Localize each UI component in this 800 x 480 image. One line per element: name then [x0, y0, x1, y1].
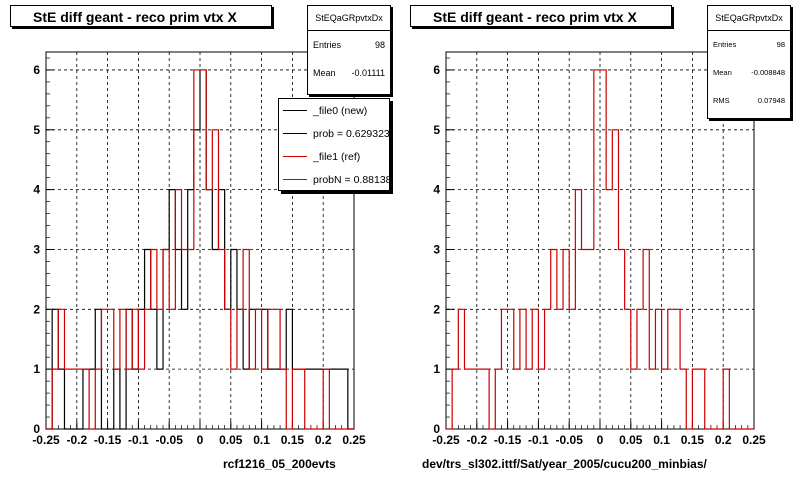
series-file1-ref — [446, 69, 754, 430]
y-tick-label: 5 — [33, 123, 40, 137]
stats-label: RMS — [713, 96, 730, 105]
x-tick-label: -0.25 — [32, 433, 60, 447]
legend-text: prob = 0.629323 — [313, 127, 390, 140]
legend-text: _file1 (ref) — [313, 150, 361, 163]
x-tick-label: 0 — [597, 433, 604, 447]
y-tick-label: 1 — [33, 362, 40, 376]
x-tick-label: -0.25 — [432, 433, 460, 447]
legend-entry: _file1 (ref) — [279, 145, 389, 168]
y-tick-label: 2 — [433, 302, 440, 316]
x-tick-label: 0 — [197, 433, 204, 447]
stats-value: -0.008848 — [751, 68, 785, 77]
y-tick-label: 4 — [33, 183, 40, 197]
left-legend: _file0 (new) prob = 0.629323 _file1 (ref… — [278, 98, 390, 191]
y-tick-label: 4 — [433, 183, 440, 197]
y-tick-label: 3 — [33, 242, 40, 256]
right-panel: StE diff geant - reco prim vtx X -0.25 -0… — [400, 0, 800, 480]
legend-line-red — [283, 179, 307, 180]
x-tick-label: 0.15 — [281, 433, 305, 447]
left-stats-box: StEQaGRpvtxDx Entries 98 Mean -0.01111 — [307, 5, 391, 95]
left-histogram: -0.25 -0.2 -0.15 -0.1 -0.05 0 0.05 0.1 0.15 0.2 0.… — [32, 51, 366, 447]
x-tick-label: 0.25 — [342, 433, 366, 447]
stats-value: -0.01111 — [351, 68, 385, 78]
stats-value: 98 — [776, 40, 785, 49]
y-tick-label: 2 — [33, 302, 40, 316]
x-tick-label: -0.15 — [494, 433, 522, 447]
legend-entry: prob = 0.629323 — [279, 122, 389, 145]
stats-row-entries: Entries 98 — [308, 31, 390, 59]
y-tick-label: 5 — [433, 123, 440, 137]
legend-entry: probN = 0.881384 — [279, 168, 390, 190]
x-tick-label: -0.05 — [156, 433, 184, 447]
left-footer: rcf1216_05_200evts — [223, 457, 336, 471]
y-tick-label: 0 — [433, 422, 440, 436]
right-histogram: -0.25 -0.2 -0.15 -0.1 -0.05 0 0.05 0.1 0.15 0.2 0.… — [432, 51, 766, 447]
legend-line-red — [283, 156, 307, 157]
stats-value: 0.07948 — [757, 96, 785, 105]
series-file1-ref — [46, 69, 354, 430]
stats-label: Mean — [713, 68, 732, 77]
x-tick-label: -0.2 — [66, 433, 87, 447]
left-title: StE diff geant - reco prim vtx X — [10, 5, 272, 27]
stats-label: Entries — [713, 40, 737, 49]
right-title: StE diff geant - reco prim vtx X — [410, 5, 672, 27]
legend-line-black — [283, 133, 307, 134]
legend-text: _file0 (new) — [313, 104, 368, 117]
right-footer: dev/trs_sl302.ittf/Sat/year_2005/cucu200… — [422, 457, 707, 471]
y-tick-label: 0 — [33, 422, 40, 436]
x-tick-label: -0.05 — [556, 433, 584, 447]
x-tick-label: 0.1 — [253, 433, 270, 447]
legend-text: probN = 0.881384 — [313, 173, 390, 186]
stats-name: StEQaGRpvtxDx — [708, 6, 790, 31]
x-tick-label: -0.2 — [466, 433, 487, 447]
x-tick-label: 0.05 — [619, 433, 643, 447]
stats-row-mean: Mean -0.01111 — [308, 59, 390, 87]
x-tick-label: 0.15 — [681, 433, 705, 447]
y-tick-label: 1 — [433, 362, 440, 376]
stats-label: Entries — [313, 40, 342, 50]
legend-line-black — [283, 110, 307, 111]
stats-value: 98 — [374, 40, 385, 50]
x-tick-label: 0.2 — [715, 433, 732, 447]
y-tick-label: 6 — [33, 63, 40, 77]
stats-label: Mean — [313, 68, 336, 78]
x-tick-label: -0.1 — [128, 433, 149, 447]
x-tick-label: 0.25 — [742, 433, 766, 447]
right-stats-box: StEQaGRpvtxDx Entries 98 Mean -0.008848 … — [707, 5, 791, 119]
x-tick-label: 0.1 — [653, 433, 670, 447]
x-tick-label: 0.05 — [219, 433, 243, 447]
stats-row-rms: RMS 0.07948 — [708, 87, 790, 115]
x-tick-label: 0.2 — [315, 433, 332, 447]
legend-entry: _file0 (new) — [279, 99, 389, 122]
x-tick-label: -0.1 — [528, 433, 549, 447]
y-tick-label: 6 — [433, 63, 440, 77]
stats-row-mean: Mean -0.008848 — [708, 59, 790, 87]
stats-name: StEQaGRpvtxDx — [308, 6, 390, 31]
stats-row-entries: Entries 98 — [708, 31, 790, 59]
x-tick-label: -0.15 — [94, 433, 122, 447]
left-panel: StE diff geant - reco prim vtx X -0.25 -0… — [10, 5, 391, 471]
y-tick-label: 3 — [433, 242, 440, 256]
